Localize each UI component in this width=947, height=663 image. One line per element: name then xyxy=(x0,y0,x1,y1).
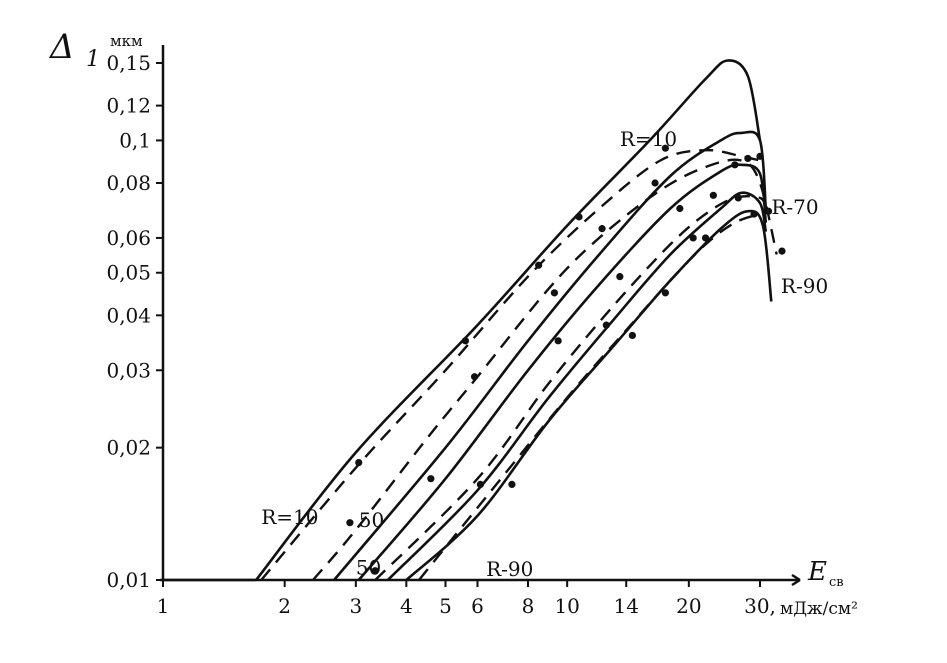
dashed-curve-2 xyxy=(260,148,761,581)
y-axis-unit: мкм xyxy=(110,32,143,50)
x-tick-label: 5 xyxy=(439,594,452,618)
curve-label: R-70 xyxy=(771,195,818,219)
solid-curve-5 xyxy=(357,163,768,581)
points-layer xyxy=(346,144,786,575)
data-point xyxy=(731,161,739,169)
data-point xyxy=(676,204,684,213)
data-point xyxy=(470,373,479,381)
data-point xyxy=(476,480,485,488)
data-point xyxy=(371,567,379,575)
solid-curve-4 xyxy=(333,130,768,581)
data-point xyxy=(355,458,363,467)
data-point xyxy=(575,213,583,221)
y-tick-label: 0,02 xyxy=(106,436,151,460)
axes xyxy=(160,45,801,587)
x-axis-label: E св мДж/см² xyxy=(780,557,858,619)
data-point xyxy=(750,210,758,218)
solid-curve-1 xyxy=(255,59,762,581)
x-tick-label: 1 xyxy=(157,594,170,618)
data-point xyxy=(550,289,559,297)
data-point xyxy=(756,152,764,160)
y-tick-label: 0,04 xyxy=(106,303,151,327)
x-axis-label-subscript: св xyxy=(829,575,844,590)
data-point xyxy=(427,475,435,483)
data-point xyxy=(554,337,562,345)
y-tick-label: 0,01 xyxy=(106,568,151,592)
data-point xyxy=(461,337,469,345)
curve-label: 50 xyxy=(359,508,384,532)
y-tick-label: 0,06 xyxy=(106,226,151,250)
y-axis-label: Δ 1 мкм xyxy=(48,27,143,72)
y-axis-label-subscript: 1 xyxy=(86,47,100,72)
curve-label: R-90 xyxy=(486,557,533,581)
dashed-curve-9 xyxy=(418,212,761,581)
x-axis-label-symbol: E xyxy=(807,557,827,587)
curve-label: R=10 xyxy=(620,127,677,151)
x-tick-label: 30, xyxy=(744,594,776,618)
x-tick-label: 20 xyxy=(676,594,701,618)
x-tick-label: 14 xyxy=(613,594,638,618)
y-tick-label: 0,12 xyxy=(106,94,151,118)
dashed-curve-3 xyxy=(312,158,778,581)
x-tick-label: 6 xyxy=(471,594,484,618)
x-tick-label: 8 xyxy=(522,594,535,618)
x-tick-label: 4 xyxy=(400,594,413,618)
y-ticks: 0,01 0,02 0,03 0,04 0,05 0,06 0,08 0,1 0,12 0,15 xyxy=(106,51,163,592)
data-point xyxy=(616,272,624,281)
data-point xyxy=(701,234,710,242)
y-tick-label: 0,08 xyxy=(106,171,151,195)
y-tick-label: 0,05 xyxy=(106,261,151,285)
x-tick-label: 3 xyxy=(349,594,362,618)
x-tick-label: 10 xyxy=(554,594,579,618)
dashed-curve-6 xyxy=(374,195,767,581)
data-point xyxy=(651,179,659,187)
data-point xyxy=(346,519,354,527)
data-point xyxy=(628,331,636,340)
y-tick-label: 0,1 xyxy=(119,128,151,152)
data-point xyxy=(764,207,773,215)
data-point xyxy=(598,225,606,233)
data-point xyxy=(744,154,752,163)
data-point xyxy=(709,191,717,199)
x-tick-label: 2 xyxy=(278,594,291,618)
data-point xyxy=(661,289,669,297)
curve-label: R-90 xyxy=(781,274,828,298)
data-point xyxy=(508,480,516,488)
y-tick-label: 0,15 xyxy=(106,51,151,75)
x-ticks: 1 2 3 4 5 6 8 10 14 20 30, xyxy=(157,580,776,618)
data-point xyxy=(778,247,786,255)
data-point xyxy=(689,234,697,242)
data-point xyxy=(734,194,742,202)
x-axis-unit: мДж/см² xyxy=(780,599,858,619)
data-point xyxy=(602,321,610,329)
y-tick-label: 0,03 xyxy=(106,358,151,382)
annotations-layer: R=10 R=10 50 50 R-90 R-70 R-90 xyxy=(261,127,828,581)
data-point xyxy=(661,144,669,152)
curve-label: 50 xyxy=(356,555,381,579)
y-axis-label-symbol: Δ xyxy=(48,27,75,67)
x-axis-arrow xyxy=(791,573,801,587)
curve-label: R=10 xyxy=(261,505,318,529)
data-point xyxy=(535,261,543,269)
series-layer xyxy=(255,59,778,581)
